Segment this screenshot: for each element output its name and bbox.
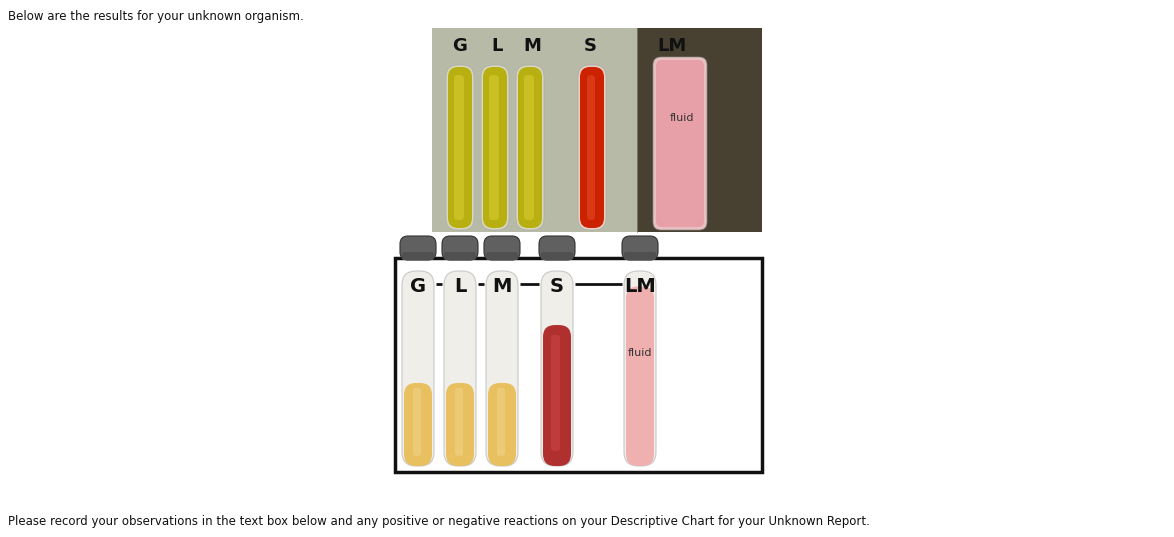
FancyBboxPatch shape <box>626 286 654 466</box>
Text: Please record your observations in the text box below and any positive or negati: Please record your observations in the t… <box>8 515 870 528</box>
FancyBboxPatch shape <box>587 75 595 220</box>
FancyBboxPatch shape <box>524 75 534 220</box>
FancyBboxPatch shape <box>490 75 499 220</box>
Text: L: L <box>454 277 466 296</box>
FancyBboxPatch shape <box>518 67 542 228</box>
FancyBboxPatch shape <box>432 28 636 232</box>
FancyBboxPatch shape <box>394 258 762 472</box>
FancyBboxPatch shape <box>578 65 606 230</box>
FancyBboxPatch shape <box>444 252 475 260</box>
FancyBboxPatch shape <box>656 60 704 227</box>
FancyBboxPatch shape <box>400 236 436 260</box>
FancyBboxPatch shape <box>517 65 544 230</box>
FancyBboxPatch shape <box>444 271 475 466</box>
FancyBboxPatch shape <box>441 236 478 260</box>
FancyBboxPatch shape <box>486 271 518 466</box>
FancyBboxPatch shape <box>625 252 656 260</box>
FancyBboxPatch shape <box>625 271 656 466</box>
Text: M: M <box>492 277 512 296</box>
Text: Below are the results for your unknown organism.: Below are the results for your unknown o… <box>8 10 304 23</box>
FancyBboxPatch shape <box>539 236 575 260</box>
FancyBboxPatch shape <box>481 65 510 230</box>
FancyBboxPatch shape <box>448 67 472 228</box>
Text: LM: LM <box>625 277 656 296</box>
FancyBboxPatch shape <box>454 75 464 220</box>
Text: S: S <box>583 37 596 55</box>
Text: fluid: fluid <box>669 113 694 123</box>
FancyBboxPatch shape <box>402 252 434 260</box>
FancyBboxPatch shape <box>446 383 474 466</box>
FancyBboxPatch shape <box>402 271 434 466</box>
FancyBboxPatch shape <box>497 388 505 456</box>
FancyBboxPatch shape <box>484 236 520 260</box>
FancyBboxPatch shape <box>404 383 432 466</box>
FancyBboxPatch shape <box>541 252 573 260</box>
FancyBboxPatch shape <box>622 236 657 260</box>
Text: LM: LM <box>657 37 687 55</box>
FancyBboxPatch shape <box>544 325 571 466</box>
FancyBboxPatch shape <box>486 252 518 260</box>
Text: fluid: fluid <box>628 348 653 358</box>
FancyBboxPatch shape <box>488 383 517 466</box>
FancyBboxPatch shape <box>446 65 474 230</box>
FancyBboxPatch shape <box>653 57 707 230</box>
Text: S: S <box>549 277 564 296</box>
FancyBboxPatch shape <box>483 67 507 228</box>
Text: L: L <box>491 37 502 55</box>
FancyBboxPatch shape <box>580 67 603 228</box>
Text: G: G <box>410 277 426 296</box>
Text: G: G <box>452 37 467 55</box>
FancyBboxPatch shape <box>413 388 421 456</box>
FancyBboxPatch shape <box>636 28 762 232</box>
FancyBboxPatch shape <box>551 335 560 451</box>
FancyBboxPatch shape <box>541 271 573 466</box>
FancyBboxPatch shape <box>456 388 463 456</box>
Text: M: M <box>524 37 541 55</box>
